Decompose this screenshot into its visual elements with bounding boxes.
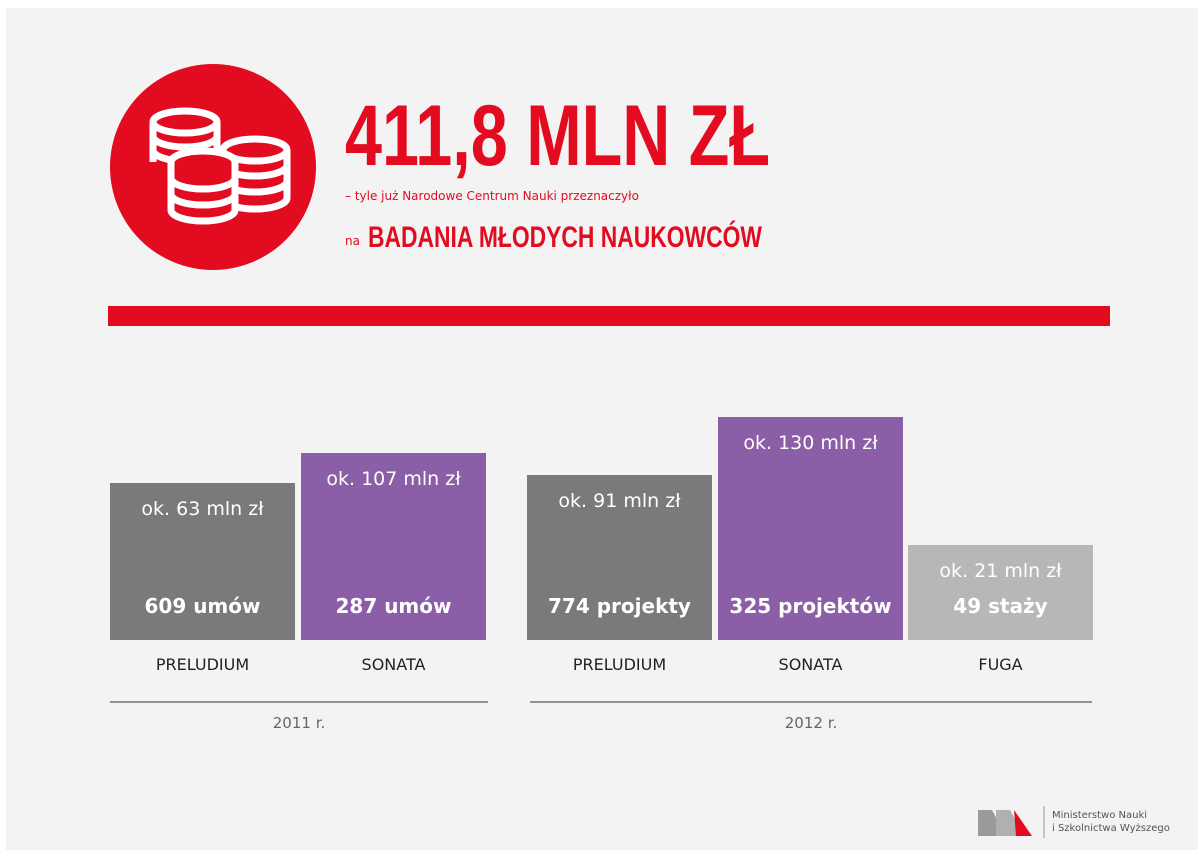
bar <box>301 453 486 640</box>
bar-name: SONATA <box>779 655 843 674</box>
bar <box>908 545 1093 640</box>
bar-amount: ok. 107 mln zł <box>326 468 461 490</box>
bar <box>110 483 295 640</box>
divider <box>108 306 1110 326</box>
bar-count: 774 projekty <box>548 594 691 618</box>
bar <box>718 417 903 640</box>
bar-amount: ok. 21 mln zł <box>939 560 1062 582</box>
bar-amount: ok. 63 mln zł <box>141 498 264 520</box>
bar-amount: ok. 91 mln zł <box>558 490 681 512</box>
bar-count: 49 staży <box>953 594 1047 618</box>
group-label: 2012 r. <box>785 714 838 732</box>
bar-amount: ok. 130 mln zł <box>743 432 878 454</box>
coins-icon <box>149 107 291 225</box>
bar-name: PRELUDIUM <box>156 655 249 674</box>
bar-name: PRELUDIUM <box>573 655 666 674</box>
bar-count: 287 umów <box>335 594 451 618</box>
subtitle: – tyle już Narodowe Centrum Nauki przezn… <box>345 189 639 203</box>
highlight: BADANIA MŁODYCH NAUKOWCÓW <box>368 220 763 254</box>
bar-count: 609 umów <box>144 594 260 618</box>
bar-name: FUGA <box>978 655 1022 674</box>
logo-line1: Ministerstwo Nauki <box>1052 810 1147 821</box>
bar <box>527 475 712 640</box>
logo-line2: i Szkolnictwa Wyższego <box>1052 823 1170 834</box>
bars: ok. 63 mln zł 609 umów PRELUDIUM ok. 107 ml… <box>110 417 1093 732</box>
group-label: 2011 r. <box>273 714 326 732</box>
bar-name: SONATA <box>362 655 426 674</box>
bar-count: 325 projektów <box>729 594 891 618</box>
prefix: na <box>345 234 360 248</box>
headline: 411,8 MLN ZŁ <box>345 88 770 184</box>
logo: Ministerstwo Nauki i Szkolnictwa Wyższeg… <box>978 806 1170 838</box>
